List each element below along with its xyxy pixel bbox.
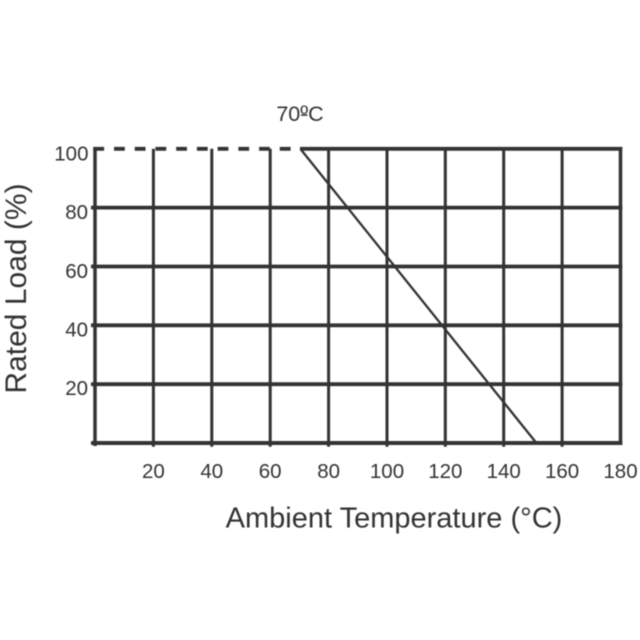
svg-text:60: 60: [65, 260, 88, 283]
svg-text:140: 140: [487, 460, 521, 483]
svg-text:120: 120: [428, 460, 462, 483]
svg-text:80: 80: [65, 201, 88, 224]
svg-text:80: 80: [317, 460, 340, 483]
svg-text:40: 40: [65, 319, 88, 342]
svg-text:100: 100: [54, 143, 88, 166]
svg-text:180: 180: [603, 460, 637, 483]
svg-text:160: 160: [545, 460, 579, 483]
svg-text:20: 20: [65, 377, 88, 400]
svg-text:Rated Load (%): Rated Load (%): [0, 183, 33, 393]
svg-text:100: 100: [370, 460, 404, 483]
svg-text:60: 60: [259, 460, 282, 483]
svg-text:20: 20: [142, 460, 165, 483]
svg-text:Ambient Temperature (°C): Ambient Temperature (°C): [226, 503, 563, 535]
svg-text:40: 40: [200, 460, 223, 483]
svg-text:70ºC: 70ºC: [276, 102, 323, 126]
